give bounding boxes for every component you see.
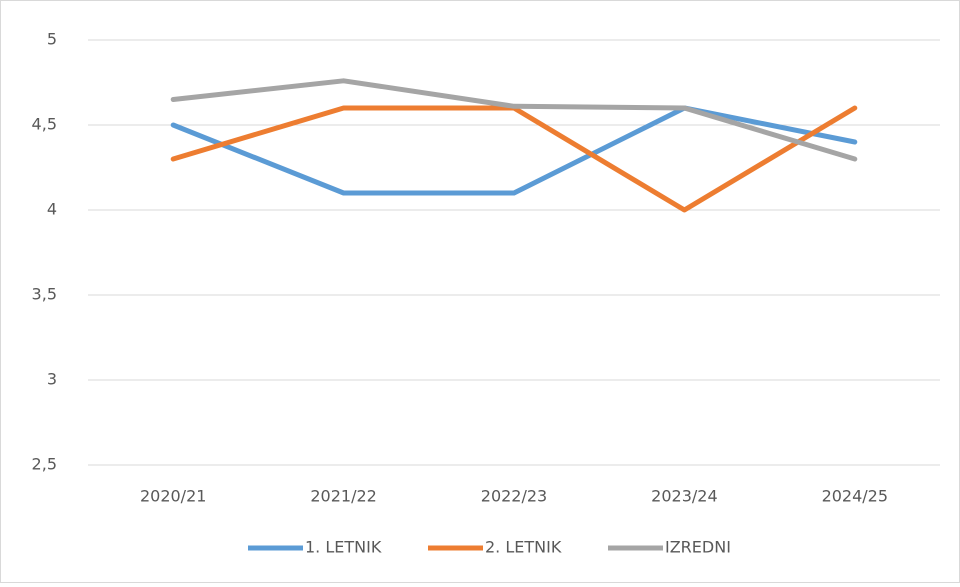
legend-label: 1. LETNIK (305, 538, 382, 557)
line-series (170, 78, 858, 162)
x-tick-label: 2022/23 (481, 487, 547, 506)
y-tick-label: 2,5 (32, 455, 57, 474)
y-tick-label: 5 (47, 30, 57, 49)
x-tick-label: 2020/21 (140, 487, 206, 506)
x-tick-label: 2023/24 (651, 487, 717, 506)
y-tick-label: 4,5 (32, 115, 57, 134)
legend-label: IZREDNI (665, 538, 731, 557)
x-tick-label: 2021/22 (310, 487, 376, 506)
line-series (170, 105, 858, 196)
y-tick-label: 3,5 (32, 285, 57, 304)
x-tick-label: 2024/25 (822, 487, 888, 506)
legend-label: 2. LETNIK (485, 538, 562, 557)
y-tick-label: 3 (47, 370, 57, 389)
y-tick-label: 4 (47, 200, 57, 219)
